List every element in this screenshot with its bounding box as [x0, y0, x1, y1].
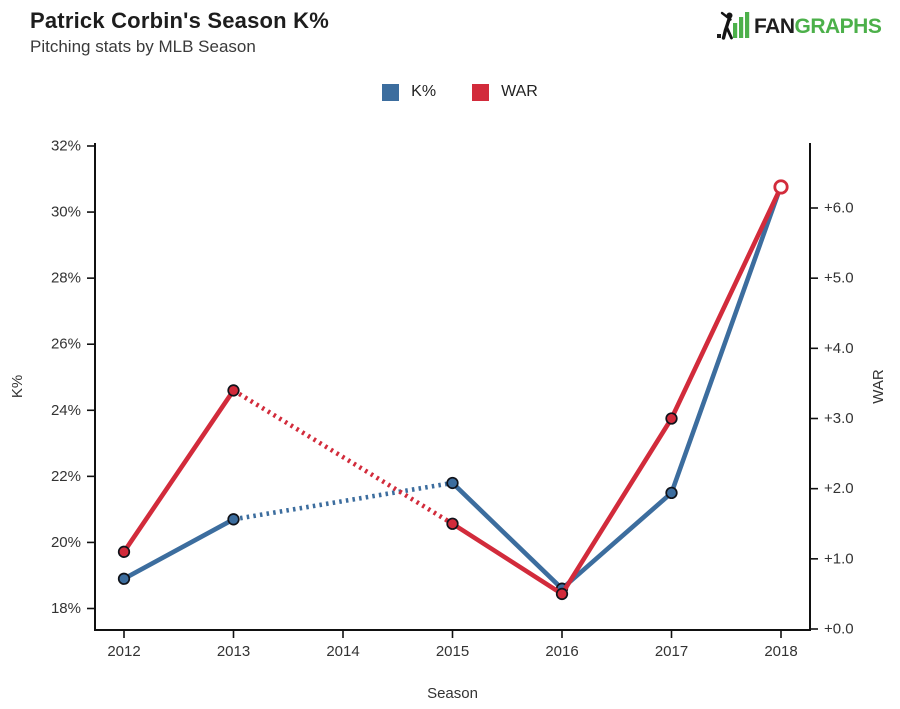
series-WAR-segment	[559, 416, 674, 597]
series-WAR-point	[227, 384, 240, 397]
series-WAR-segment	[121, 388, 236, 555]
x-axis-tick-label: 2013	[217, 643, 250, 660]
x-axis-tick-label: 2012	[107, 643, 140, 660]
x-axis-tick-label: 2014	[326, 643, 359, 660]
series-K%-point	[446, 476, 459, 490]
right-axis-tick-label: +5.0	[824, 270, 854, 287]
series-K%-point	[665, 486, 678, 500]
x-axis-title: Season	[427, 685, 478, 702]
series-K%-point	[117, 572, 131, 585]
series-WAR-point	[665, 412, 678, 425]
legend-swatch-kpct	[382, 83, 400, 101]
right-axis-title: WAR	[870, 369, 887, 404]
right-axis-tick-label: +3.0	[824, 410, 854, 427]
series-WAR-segment	[450, 521, 565, 597]
logo-text-graphs: GRAPHS	[794, 15, 882, 38]
left-axis-tick-label: 28%	[51, 270, 81, 287]
legend-item-kpct: K%	[382, 83, 436, 101]
x-axis-tick-label: 2018	[764, 643, 797, 660]
legend-swatch-war	[472, 83, 490, 101]
left-axis-tick-label: 32%	[51, 137, 81, 154]
right-axis-tick-label: +0.0	[824, 621, 854, 638]
series-WAR-point	[555, 587, 569, 601]
series-WAR-segment	[669, 184, 784, 421]
series-K%-segment	[121, 517, 236, 582]
series-K%-segment	[450, 480, 565, 591]
x-axis-tick-label: 2016	[545, 643, 578, 660]
series-WAR-point	[446, 517, 459, 530]
left-axis-tick-label: 30%	[51, 204, 81, 221]
fangraphs-logo-icon	[716, 9, 750, 46]
page-subtitle: Pitching stats by MLB Season	[30, 37, 256, 56]
legend-label-war: WAR	[501, 83, 538, 100]
right-axis-tick-label: +2.0	[824, 480, 854, 497]
chart-legend: K% WAR	[10, 83, 900, 101]
x-axis-tick-label: 2017	[655, 643, 688, 660]
right-axis-tick-label: +1.0	[824, 550, 854, 567]
left-axis-tick-label: 24%	[51, 402, 81, 419]
left-axis-tick-label: 26%	[51, 336, 81, 353]
x-axis-tick-label: 2015	[436, 643, 469, 660]
left-axis-title: K%	[9, 375, 26, 398]
left-axis-tick-label: 20%	[51, 534, 81, 551]
series-K%-point	[227, 513, 240, 526]
fangraphs-logo: FAN GRAPHS	[716, 9, 882, 46]
left-axis-tick-label: 22%	[51, 468, 81, 485]
series-WAR-open-point	[773, 179, 789, 195]
legend-label-kpct: K%	[411, 83, 437, 100]
logo-text-fan: FAN	[754, 15, 795, 38]
right-axis-tick-label: +4.0	[824, 340, 854, 357]
series-WAR-point	[117, 545, 131, 558]
series-K%-segment	[559, 490, 674, 591]
series-WAR-segment	[232, 388, 454, 526]
series-K%-segment	[669, 183, 784, 496]
left-axis-tick-label: 18%	[51, 600, 81, 617]
legend-item-war: WAR	[472, 83, 538, 101]
right-axis-tick-label: +6.0	[824, 199, 854, 216]
page-title: Patrick Corbin's Season K%	[30, 8, 329, 33]
